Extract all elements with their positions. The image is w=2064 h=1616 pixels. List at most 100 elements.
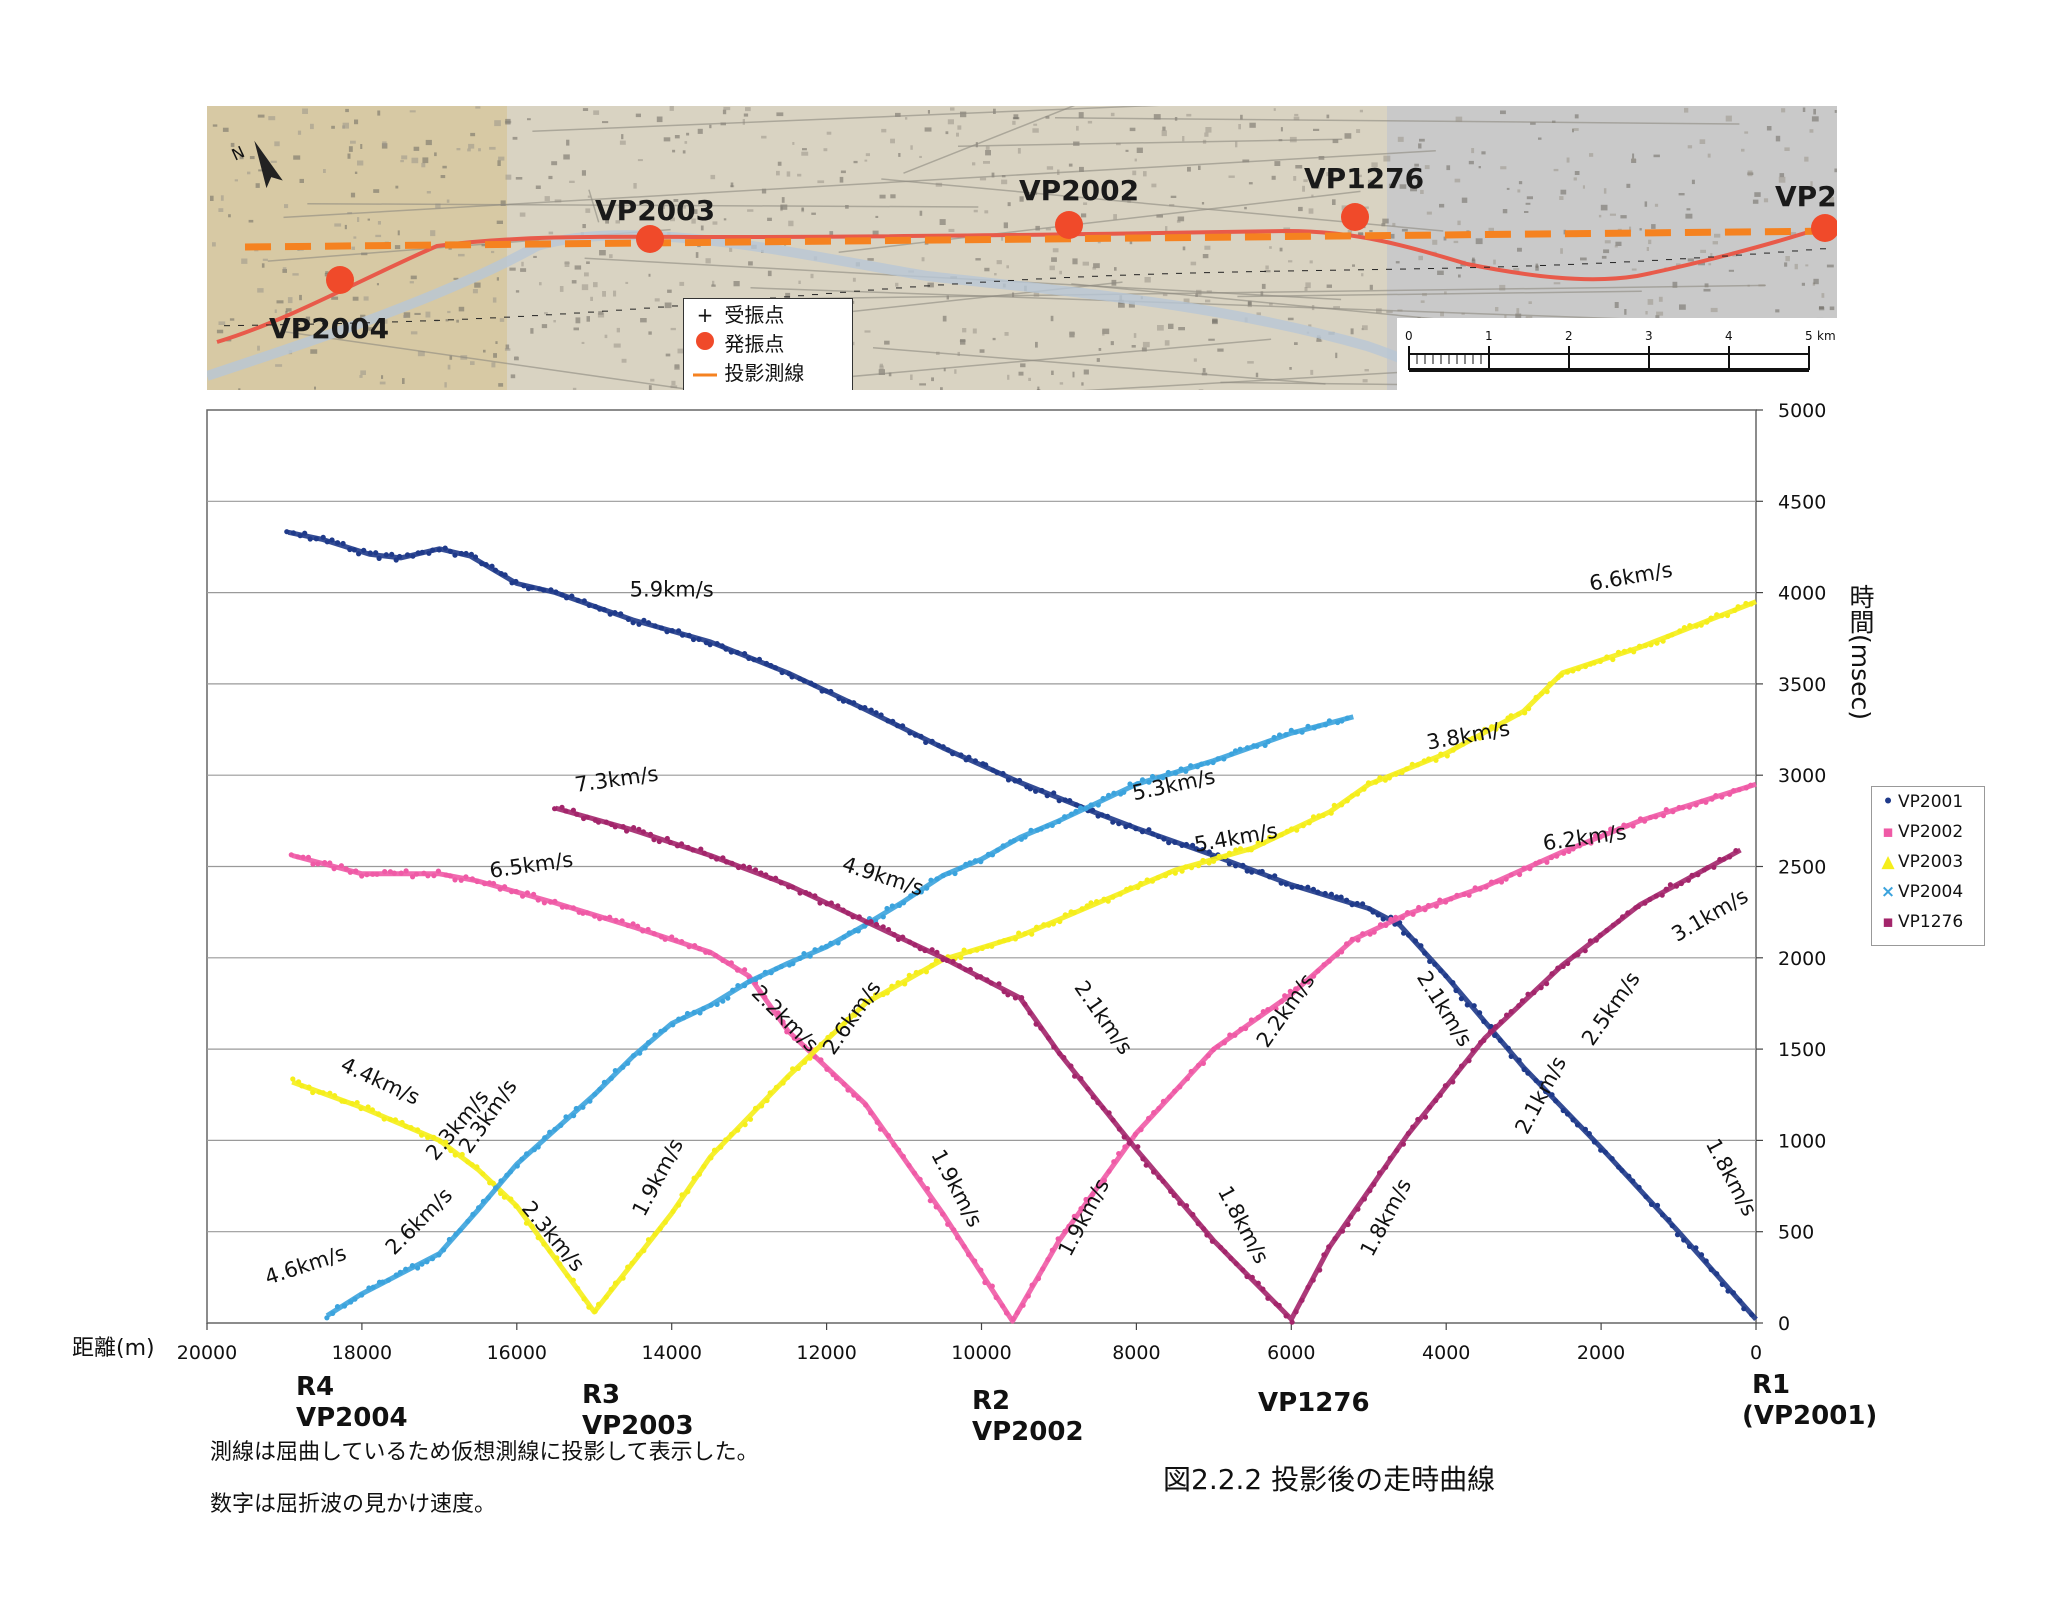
data-point: [1587, 938, 1593, 944]
y-tick-label: 2000: [1778, 948, 1826, 970]
map-texture: [1326, 172, 1331, 177]
map-texture: [1059, 270, 1062, 275]
map-texture: [1093, 263, 1100, 269]
data-point: [1604, 927, 1610, 934]
y-tick-label: 1000: [1778, 1130, 1826, 1152]
map-texture: [1133, 333, 1137, 338]
data-point: [961, 947, 967, 953]
data-point: [1106, 792, 1112, 799]
data-point: [1708, 1267, 1714, 1273]
data-point: [764, 1097, 770, 1104]
data-point: [1161, 836, 1167, 842]
data-point: [1653, 893, 1659, 899]
map-texture: [1811, 116, 1819, 122]
map-texture: [942, 315, 947, 322]
map-texture: [853, 160, 858, 164]
map-texture: [409, 281, 414, 284]
data-point: [570, 1277, 576, 1283]
data-point: [1204, 1232, 1210, 1238]
data-point: [1073, 808, 1079, 814]
map-texture: [712, 280, 715, 286]
data-point: [1516, 1057, 1522, 1063]
data-point: [1195, 863, 1202, 869]
data-point: [1025, 1293, 1031, 1299]
data-point: [989, 852, 996, 858]
map-texture: [797, 173, 802, 177]
data-point: [1160, 1098, 1166, 1104]
data-point: [950, 751, 956, 757]
map-road: [872, 346, 1326, 385]
data-point: [955, 1235, 961, 1241]
map-texture: [1560, 189, 1567, 195]
map-texture: [382, 141, 387, 146]
data-point: [1371, 1181, 1377, 1187]
map-texture: [553, 320, 556, 323]
map-texture: [1165, 226, 1168, 232]
data-point: [1038, 1025, 1044, 1031]
data-point: [924, 1186, 931, 1192]
data-point: [508, 1196, 514, 1202]
map-texture: [1182, 246, 1186, 251]
map-texture: [888, 372, 892, 377]
map-texture: [919, 210, 923, 216]
data-point: [1673, 883, 1680, 889]
map-texture: [1747, 170, 1753, 177]
data-point: [1061, 1054, 1067, 1061]
data-point: [497, 886, 503, 892]
map-texture: [1162, 293, 1168, 297]
data-point: [519, 1156, 525, 1162]
data-point: [972, 1258, 978, 1264]
map-texture: [270, 160, 277, 163]
data-point: [845, 1016, 851, 1023]
map-texture: [559, 286, 564, 292]
map-texture: [1144, 277, 1151, 283]
map-texture: [228, 214, 231, 218]
data-point: [1560, 963, 1566, 970]
data-point: [806, 891, 812, 897]
data-point: [1022, 834, 1028, 840]
map-texture: [582, 108, 589, 111]
map-texture: [619, 140, 626, 145]
map-texture: [1392, 222, 1396, 227]
map-texture: [1645, 311, 1648, 315]
data-point: [1591, 1139, 1597, 1145]
data-point: [1166, 870, 1172, 876]
data-point: [995, 847, 1001, 853]
data-point: [521, 583, 527, 589]
data-point: [758, 870, 764, 876]
map-texture: [1563, 229, 1566, 235]
data-point: [1453, 987, 1459, 994]
data-point: [1034, 924, 1040, 930]
data-point: [1051, 1044, 1057, 1050]
data-point: [958, 954, 964, 961]
data-point: [1278, 880, 1284, 886]
data-point: [523, 1220, 530, 1226]
map-texture: [1472, 257, 1475, 261]
data-point: [1731, 788, 1737, 794]
source-point-vp2002: [1055, 211, 1083, 239]
map-texture: [602, 121, 609, 124]
map-texture: [593, 282, 598, 288]
data-point: [1620, 914, 1626, 920]
data-point: [1229, 751, 1235, 757]
data-point: [1083, 805, 1089, 812]
data-point: [775, 1010, 781, 1016]
source-point-vp2004: [326, 266, 354, 294]
data-point: [1401, 930, 1407, 936]
map-texture: [1303, 179, 1308, 183]
data-point: [397, 1269, 403, 1275]
map-texture: [497, 160, 501, 166]
data-point: [1117, 891, 1123, 897]
data-point: [436, 1252, 442, 1258]
data-point: [1226, 861, 1232, 867]
data-point: [636, 621, 642, 627]
data-point: [686, 944, 692, 950]
data-point: [934, 949, 940, 955]
data-point: [1371, 929, 1377, 935]
data-point: [513, 578, 519, 585]
map-texture: [1418, 255, 1423, 261]
map-texture: [360, 144, 363, 149]
data-point: [735, 983, 741, 989]
data-point: [1409, 761, 1415, 767]
map-texture: [331, 296, 339, 300]
